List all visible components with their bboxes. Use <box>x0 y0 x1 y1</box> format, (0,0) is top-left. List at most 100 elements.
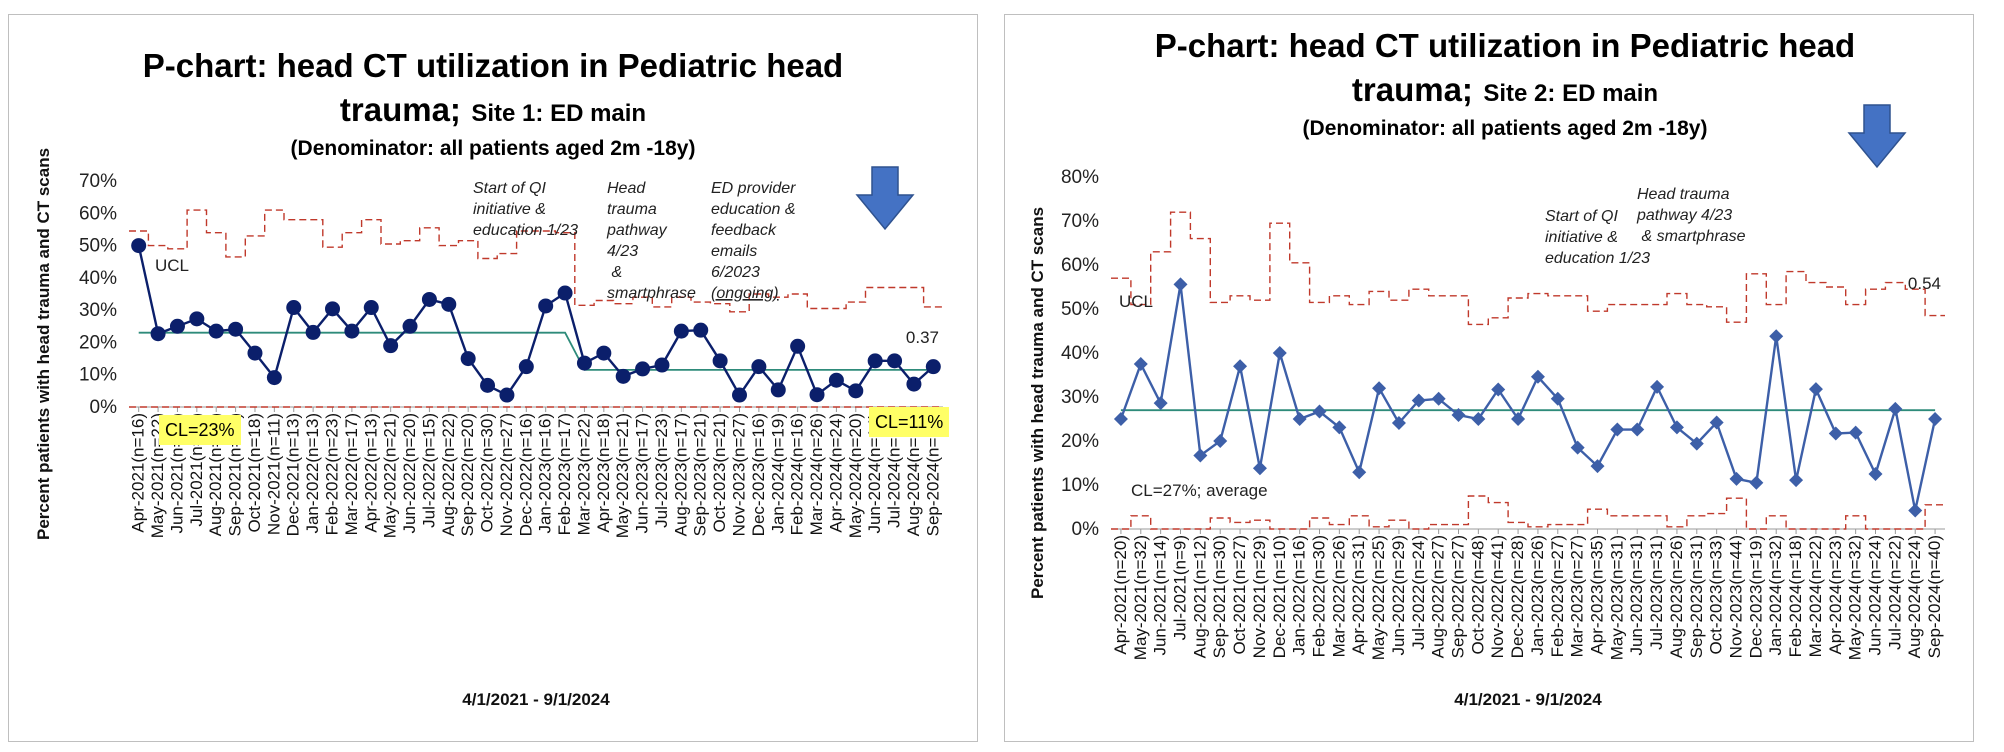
data-point <box>712 353 728 369</box>
x-tick-label: Jun-2024(n=14) <box>865 413 884 534</box>
data-point <box>1213 434 1228 448</box>
data-point <box>1332 420 1347 435</box>
x-tick-label: Oct-2022(n=48) <box>1468 535 1487 655</box>
y-tick-label: 40% <box>1061 343 1099 364</box>
ucl-end-label: 0.37 <box>906 328 939 347</box>
annotation-line: pathway <box>606 222 668 239</box>
x-tick-label: Sep-2023(n=21) <box>691 413 710 536</box>
annotation-line: trauma <box>607 201 657 218</box>
annotation-line: education & <box>711 201 796 218</box>
down-arrow-icon <box>855 166 915 231</box>
y-tick-label: 50% <box>79 236 117 257</box>
data-point <box>828 372 844 388</box>
data-point <box>1689 436 1704 451</box>
x-tick-label: Jan-2023(n=26) <box>1528 535 1547 656</box>
data-point <box>1789 473 1804 488</box>
ucl-label: UCL <box>155 256 189 275</box>
data-point <box>1411 393 1426 408</box>
x-tick-label: Dec-2023(n=16) <box>749 413 768 536</box>
annotation-line: & smartphrase <box>1637 228 1746 245</box>
y-tick-label: 60% <box>1061 255 1099 276</box>
annotation-line: 4/23 <box>607 243 638 260</box>
data-point <box>1590 459 1605 474</box>
x-tick-label: Jul-2024(n=14) <box>885 413 904 528</box>
denominator-note: (Denominator: all patients aged 2m -18y) <box>1303 117 1708 140</box>
data-point <box>1372 381 1387 396</box>
ucl-end-label: 0.54 <box>1908 274 1941 293</box>
annotation-line: initiative & <box>1545 229 1618 246</box>
chart-title-line1: P-chart: head CT utilization in Pediatri… <box>1155 27 1855 64</box>
x-tick-label: Jun-2024(n=24) <box>1866 535 1885 656</box>
data-point <box>790 338 806 354</box>
y-tick-label: 80% <box>1061 167 1099 188</box>
data-point <box>305 324 321 340</box>
chart-panel-site-1: P-chart: head CT utilization in Pediatri… <box>8 14 978 742</box>
y-axis-label: Percent patients with head trauma and CT… <box>1028 207 1047 599</box>
x-axis-label: 4/1/2021 - 9/1/2024 <box>462 690 610 709</box>
cl-highlight <box>159 415 241 445</box>
x-tick-label: Oct-2023(n=33) <box>1707 535 1726 655</box>
data-point <box>266 370 282 386</box>
x-tick-label: Jun-2021(n=14) <box>1151 535 1170 656</box>
series-line <box>1119 284 1937 511</box>
data-point <box>421 291 437 307</box>
x-tick-label: May-2022(n=25) <box>1369 535 1388 660</box>
annotation-line: (ongoing) <box>711 285 779 302</box>
data-point <box>906 376 922 392</box>
y-axis-label: Percent patients with head trauma and CT… <box>34 148 53 540</box>
data-point <box>1729 471 1744 486</box>
ucl-label: UCL <box>1119 292 1153 311</box>
x-tick-label: Mar-2023(n=27) <box>1568 535 1587 657</box>
data-point <box>1173 277 1188 292</box>
data-point <box>1808 382 1823 397</box>
x-tick-label: Mar-2023(n=22) <box>574 413 593 535</box>
x-tick-label: Mar-2022(n=26) <box>1329 535 1348 657</box>
data-point <box>770 382 786 398</box>
data-point <box>732 387 747 403</box>
data-point <box>751 359 767 375</box>
x-tick-label: May-2022(n=21) <box>381 413 400 538</box>
annotation-line: pathway 4/23 <box>1636 207 1732 224</box>
x-tick-label: May-2023(n=21) <box>613 413 632 538</box>
y-tick-label: 40% <box>79 268 117 289</box>
y-tick-label: 10% <box>79 365 117 386</box>
cl-highlight <box>869 407 949 437</box>
data-point <box>1511 412 1526 426</box>
x-tick-label: Nov-2021(n=29) <box>1250 535 1269 658</box>
x-tick-label: Sep-2022(n=20) <box>458 413 477 536</box>
x-tick-label: Aug-2022(n=27) <box>1429 535 1448 658</box>
data-point <box>1828 426 1843 441</box>
data-point <box>673 323 689 339</box>
annotation-line: feedback <box>711 222 777 239</box>
data-point <box>402 318 418 334</box>
data-point <box>615 368 631 384</box>
data-point <box>228 321 244 337</box>
annotation-text: Start of QI initiative & education 1/23 <box>1545 208 1650 267</box>
x-tick-label: Jan-2022(n=16) <box>1290 535 1309 656</box>
data-point <box>1650 379 1665 394</box>
x-tick-label: Apr-2021(n=16) <box>129 413 148 533</box>
x-tick-label: May-2021(n=32) <box>1131 535 1150 660</box>
annotation-line: ED provider <box>711 180 796 197</box>
x-tick-label: Jul-2022(n=24) <box>1409 535 1428 650</box>
x-tick-label: Apr-2022(n=31) <box>1349 535 1368 655</box>
x-tick-label: Jan-2023(n=16) <box>536 413 555 534</box>
p-chart-site-2: P-chart: head CT utilization in Pediatri… <box>1028 27 1945 709</box>
x-tick-label: May-2024(n=20) <box>846 413 865 538</box>
y-tick-label: 10% <box>1061 475 1099 496</box>
x-tick-label: Jan-2024(n=32) <box>1766 535 1785 656</box>
data-point <box>363 300 379 316</box>
x-tick-label: Jul-2023(n=23) <box>652 413 671 528</box>
x-tick-label: Oct-2021(n=18) <box>245 413 264 533</box>
x-tick-label: Aug-2023(n=17) <box>671 413 690 536</box>
chart-title-line2: trauma; Site 1: ED main <box>340 91 646 128</box>
x-tick-label: Oct-2022(n=30) <box>478 413 497 533</box>
annotation-line: smartphrase <box>607 285 696 302</box>
annotation-line: Start of QI <box>1545 208 1618 225</box>
y-tick-label: 20% <box>1061 431 1099 452</box>
x-tick-label: Dec-2021(n=13) <box>284 413 303 536</box>
p-chart-site-1: P-chart: head CT utilization in Pediatri… <box>34 47 949 709</box>
plot-area: 0% 10% 20% 30% 40% 50% 60% 70% 80% Apr-2021(n=20)… <box>1028 104 1945 709</box>
chart-subtitle: Site 2: ED main <box>1483 80 1658 107</box>
data-point <box>1272 346 1287 360</box>
